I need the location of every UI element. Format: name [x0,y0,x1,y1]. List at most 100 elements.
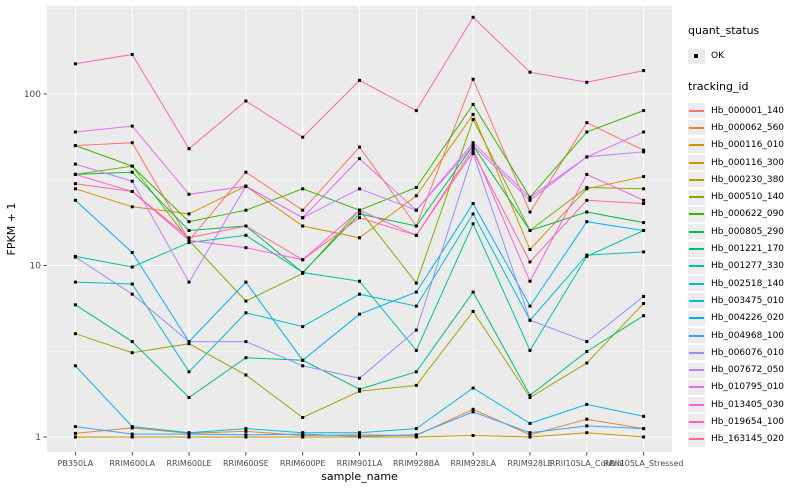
data-point [130,432,134,436]
data-point [414,383,418,387]
data-point [301,258,305,262]
data-point [585,80,589,84]
legend-item-label: Hb_004226_020 [711,313,785,324]
data-point [642,414,646,418]
data-point [585,431,589,435]
data-point [358,212,361,216]
data-point [187,241,191,245]
data-point [585,210,589,214]
data-point [642,229,646,232]
legend-item-label: OK [711,51,724,61]
data-point [528,304,532,308]
data-point [585,350,589,353]
x-tick-label: RRII105LA_Stressed [604,459,684,468]
legend-item-label: Hb_000116_010 [711,140,785,151]
legend-item-Hb_001221_170: Hb_001221_170 [688,240,800,257]
legend-line-swatch [689,334,704,337]
legend-line-swatch [689,438,704,441]
data-point [414,370,418,374]
data-point [130,282,134,286]
legend-item-label: Hb_000230_380 [711,174,785,185]
data-point [358,292,361,296]
data-point [642,221,646,225]
legend-key-box [688,397,705,413]
data-point [585,172,589,176]
legend-item-Hb_003475_010: Hb_003475_010 [688,292,800,309]
data-point [414,433,418,437]
legend-key-box [688,206,705,222]
data-point [130,435,134,439]
legend-item-Hb_000062_560: Hb_000062_560 [688,119,800,136]
data-point [358,279,361,283]
x-tick-label: RRII105LA_Control [550,459,624,468]
legend-line-swatch [689,403,704,406]
legend-item-label: Hb_002518_140 [711,278,785,289]
data-point [642,435,646,439]
data-point [358,78,361,82]
legend-item-label: Hb_000805_290 [711,226,785,237]
data-point [301,364,305,368]
data-point [244,433,248,437]
line-chart: 1 10 100 PB350LA RRIM600LA RRIM600LE RRIM600SE… [5,6,684,483]
data-point [187,342,191,346]
data-point [528,396,532,399]
data-point [130,351,134,355]
legend-line-swatch [689,282,704,285]
legend-key-box [688,103,705,119]
ok-point-icon [694,53,698,58]
data-point [73,187,77,191]
data-point [73,255,77,259]
data-point [301,358,305,362]
data-point [471,407,475,411]
x-tick-label: RRIM600LE [166,459,211,468]
data-point [585,155,589,159]
legend-item-Hb_006076_010: Hb_006076_010 [688,344,800,361]
legend-item-Hb_000622_090: Hb_000622_090 [688,206,800,223]
data-point [642,69,646,73]
legend-item-Hb_001277_330: Hb_001277_330 [688,258,800,275]
legend-line-swatch [689,161,704,164]
legend-title-tracking-id: tracking_id [688,80,749,93]
data-point [585,220,589,224]
data-point [73,144,77,148]
data-point [471,150,475,154]
legend-title-quant-status: quant_status [688,24,760,37]
legend-item-Hb_004226_020: Hb_004226_020 [688,310,800,327]
data-point [585,198,589,202]
y-axis-title: FPKM + 1 [5,203,18,256]
data-point [528,229,532,232]
legend-key-box [688,241,705,257]
data-point [528,195,532,199]
data-point [358,208,361,212]
data-point [528,198,532,202]
data-point [585,361,589,365]
legend-line-swatch [689,317,704,320]
legend-item-label: Hb_000622_090 [711,209,785,220]
data-point [528,433,532,437]
legend-item-label: Hb_010795_010 [711,382,785,393]
data-point [642,148,646,152]
data-point [528,421,532,425]
data-point [528,70,532,74]
data-point [471,202,475,205]
data-point [642,198,646,202]
legend-key-box [688,310,705,326]
data-point [471,410,475,414]
legend-item-Hb_000805_290: Hb_000805_290 [688,223,800,240]
data-point [471,112,475,116]
data-point [130,190,134,193]
legend-line-swatch [689,178,704,181]
data-point [358,145,361,149]
legend-item-label: Hb_004968_100 [711,330,785,341]
data-point [585,186,589,189]
data-point [414,224,418,228]
data-point [358,376,361,380]
data-point [187,432,191,436]
data-point [130,141,134,145]
data-point [414,208,418,212]
data-point [585,130,589,134]
data-point [471,222,475,226]
legend-item-Hb_000116_300: Hb_000116_300 [688,154,800,171]
x-tick-label: RRIM928LE [507,459,552,468]
legend-line-swatch [689,109,704,112]
